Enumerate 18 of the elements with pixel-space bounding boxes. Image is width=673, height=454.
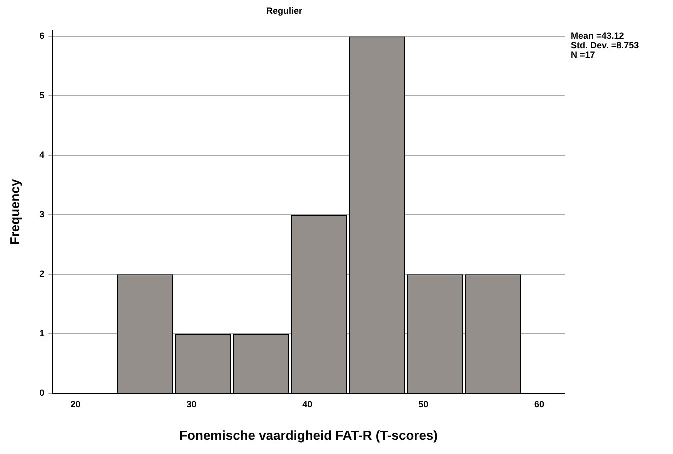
x-tick-label: 30 xyxy=(186,399,197,410)
y-tick-label: 6 xyxy=(40,31,45,42)
x-tick-label: 60 xyxy=(534,399,545,410)
y-axis-title: Frequency xyxy=(7,178,22,246)
y-tick-label: 2 xyxy=(40,269,45,280)
y-tick-label: 4 xyxy=(40,150,45,160)
y-tick-label: 1 xyxy=(40,328,45,339)
x-axis-title: Fonemische vaardigheid FAT-R (T-scores) xyxy=(180,428,438,443)
y-tick-label: 5 xyxy=(40,90,45,101)
y-tick-label: 3 xyxy=(40,210,45,220)
y-tick-label: 0 xyxy=(40,388,45,398)
text: N =17 xyxy=(571,50,596,60)
text: Mean =43.12 xyxy=(571,30,624,41)
text: Std. Dev. =8.753 xyxy=(571,40,640,50)
x-tick-label: 40 xyxy=(302,399,313,410)
chart-title: Regulier xyxy=(266,6,303,16)
x-tick-label: 50 xyxy=(418,399,429,410)
x-tick-label: 20 xyxy=(70,399,81,410)
